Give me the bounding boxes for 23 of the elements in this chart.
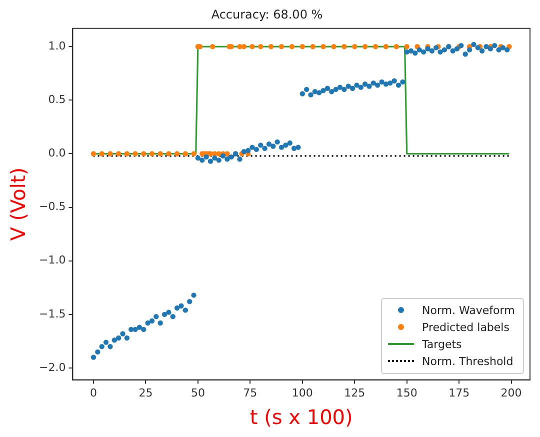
- y-tick-label: −1.5: [38, 307, 66, 320]
- x-tick-label: 75: [243, 386, 258, 400]
- y-tick-label: 1.0: [48, 39, 66, 52]
- y-tick-label: 0.0: [48, 146, 66, 160]
- legend-label: Norm. Waveform: [422, 304, 515, 317]
- legend-label: Targets: [422, 338, 462, 351]
- x-tick-label: 50: [190, 386, 205, 400]
- chart-title: Accuracy: 68.00 %: [211, 7, 323, 22]
- x-tick-label: 150: [396, 386, 418, 400]
- x-tick-label: 175: [448, 386, 470, 400]
- legend-label: Predicted labels: [422, 320, 510, 334]
- x-tick-label: 100: [292, 386, 313, 400]
- x-tick-label: 125: [344, 386, 366, 400]
- x-tick-label: 200: [500, 386, 522, 400]
- y-tick-label: 0.5: [48, 93, 66, 106]
- x-tick-label: 25: [138, 386, 153, 400]
- y-tick-label: −1.0: [38, 254, 66, 267]
- x-tick-label: 0: [90, 386, 97, 400]
- y-tick-label: −2.0: [38, 360, 66, 374]
- y-axis-title: V (Volt): [6, 167, 30, 241]
- x-axis-title: t (s x 100): [250, 405, 353, 430]
- y-tick-label: −0.5: [38, 200, 66, 214]
- legend-label: Norm. Threshold: [422, 354, 514, 368]
